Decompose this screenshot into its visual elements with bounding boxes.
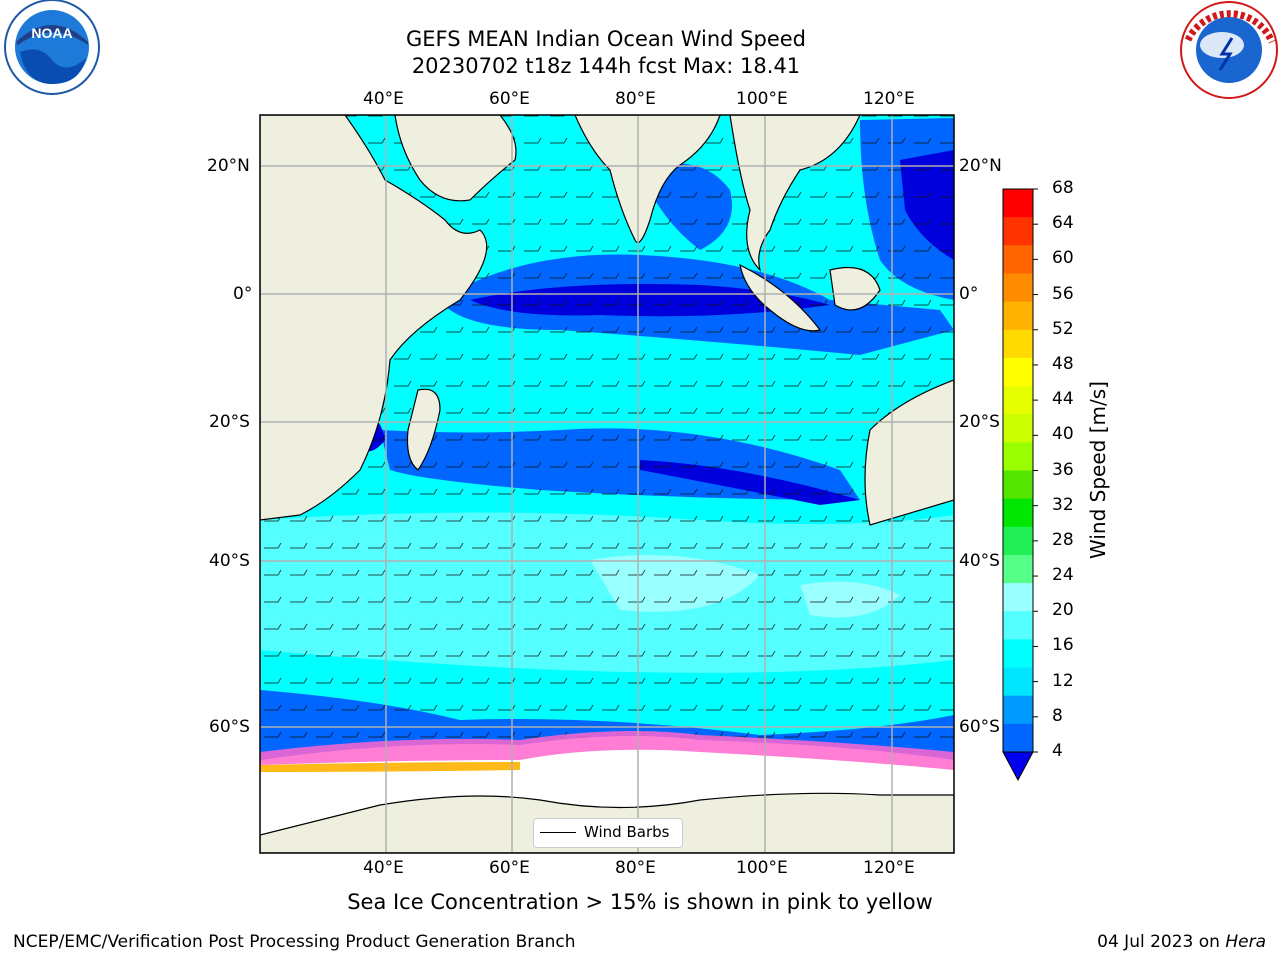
- colorbar-tick-label: 12: [1052, 670, 1074, 691]
- lon-tick-bottom-40: 40°E: [363, 858, 404, 878]
- lon-tick-bottom-60: 60°E: [489, 858, 530, 878]
- lon-tick-top-40: 40°E: [363, 89, 404, 109]
- colorbar-segment: [1003, 639, 1033, 669]
- footer-branch: NCEP/EMC/Verification Post Processing Pr…: [13, 932, 576, 952]
- colorbar-tick-label: 40: [1052, 424, 1074, 445]
- colorbar-tick-label: 8: [1052, 705, 1063, 726]
- lat-tick-left-20n: 20°N: [207, 156, 250, 176]
- colorbar-tick-label: 56: [1052, 283, 1074, 304]
- sea-ice-edge: [260, 731, 954, 770]
- borneo-land: [829, 266, 881, 311]
- colorbar-extend: [1002, 751, 1034, 782]
- legend-line-swatch: [540, 832, 576, 833]
- colorbar-segment: [1003, 329, 1033, 359]
- colorbar-segment: [1003, 498, 1033, 528]
- sea-ice-note: Sea Ice Concentration > 15% is shown in …: [347, 890, 933, 914]
- lon-tick-top-100: 100°E: [736, 89, 788, 109]
- lat-tick-left-20s: 20°S: [209, 412, 250, 432]
- map-title: GEFS MEAN Indian Ocean Wind Speed: [405, 27, 807, 51]
- lat-tick-right-40s: 40°S: [959, 551, 1000, 571]
- lat-tick-right-20n: 20°N: [959, 156, 1002, 176]
- footer-date-text: 04 Jul 2023 on: [1097, 932, 1226, 952]
- map-subtitle-run: 20230702 t18z 144h fcst Max: 18.41: [411, 54, 801, 78]
- colorbar-segment: [1003, 554, 1033, 584]
- colorbar-tick-label: 44: [1052, 389, 1074, 410]
- footer-date: 04 Jul 2023 on Hera: [1097, 932, 1266, 952]
- lon-tick-top-120: 120°E: [863, 89, 915, 109]
- colorbar-segment: [1003, 695, 1033, 725]
- colorbar: [1002, 188, 1038, 782]
- se-asia-land: [729, 115, 861, 272]
- colorbar-segment: [1003, 470, 1033, 500]
- noaa-logo: NOAA: [4, 0, 100, 95]
- colorbar-segment: [1003, 526, 1033, 556]
- lat-tick-right-60s: 60°S: [959, 717, 1000, 737]
- colorbar-tick-label: 60: [1052, 248, 1074, 269]
- colorbar-tick-label: 20: [1052, 600, 1074, 621]
- colorbar-tick-label: 28: [1052, 529, 1074, 550]
- colorbar-segment: [1003, 357, 1033, 387]
- colorbar-tick-label: 32: [1052, 494, 1074, 515]
- map-frame: [259, 114, 955, 854]
- africa-land: [260, 115, 488, 521]
- lat-tick-right-20s: 20°S: [959, 412, 1000, 432]
- svg-text:NOAA: NOAA: [31, 25, 72, 41]
- colorbar-tick-label: 24: [1052, 565, 1074, 586]
- lon-tick-bottom-80: 80°E: [615, 858, 656, 878]
- colorbar-tick-label: 16: [1052, 635, 1074, 656]
- sea-ice-edge-yellow: [260, 762, 520, 772]
- nws-logo: [1180, 1, 1278, 99]
- legend-label: Wind Barbs: [584, 823, 670, 841]
- map-grid: [260, 115, 954, 853]
- madagascar-land: [406, 388, 441, 471]
- lat-tick-right-0: 0°: [959, 284, 979, 304]
- lon-tick-bottom-100: 100°E: [736, 858, 788, 878]
- lat-tick-left-40s: 40°S: [209, 551, 250, 571]
- colorbar-tick-label: 36: [1052, 459, 1074, 480]
- australia-land: [864, 379, 954, 526]
- colorbar-segment: [1003, 301, 1033, 331]
- colorbar-segment: [1003, 273, 1033, 303]
- colorbar-segment: [1003, 245, 1033, 274]
- lat-tick-left-0: 0°: [233, 284, 253, 304]
- colorbar-label: Wind Speed [m/s]: [1086, 381, 1110, 559]
- colorbar-segment: [1003, 217, 1033, 246]
- colorbar-tick-label: 64: [1052, 213, 1074, 234]
- colorbar-segment: [1003, 723, 1033, 753]
- colorbar-tick-label: 4: [1052, 741, 1063, 761]
- colorbar-segment: [1003, 442, 1033, 471]
- wind-barbs-legend: Wind Barbs: [533, 818, 683, 848]
- colorbar-tick-label: 68: [1052, 178, 1074, 198]
- lon-tick-bottom-120: 120°E: [863, 858, 915, 878]
- arabia-land: [394, 115, 517, 202]
- colorbar-tick-label: 52: [1052, 318, 1074, 339]
- colorbar-segment: [1003, 386, 1033, 415]
- colorbar-tick-label: 48: [1052, 353, 1074, 374]
- lon-tick-top-80: 80°E: [615, 89, 656, 109]
- colorbar-segment: [1003, 583, 1033, 612]
- footer-host: Hera: [1225, 932, 1266, 952]
- sumatra-land: [739, 263, 822, 332]
- colorbar-segment: [1003, 667, 1033, 697]
- colorbar-segment: [1003, 189, 1033, 218]
- lon-tick-top-60: 60°E: [489, 89, 530, 109]
- colorbar-segment: [1003, 611, 1033, 640]
- lat-tick-left-60s: 60°S: [209, 717, 250, 737]
- colorbar-segment: [1003, 414, 1033, 443]
